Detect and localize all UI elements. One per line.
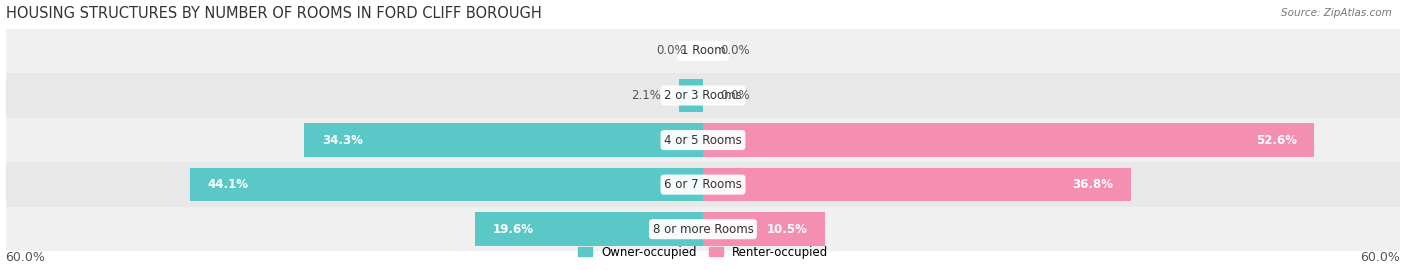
Bar bbox=[703, 212, 825, 246]
Bar bbox=[190, 168, 703, 201]
Text: 2 or 3 Rooms: 2 or 3 Rooms bbox=[664, 89, 742, 102]
Legend: Owner-occupied, Renter-occupied: Owner-occupied, Renter-occupied bbox=[572, 241, 834, 263]
Text: HOUSING STRUCTURES BY NUMBER OF ROOMS IN FORD CLIFF BOROUGH: HOUSING STRUCTURES BY NUMBER OF ROOMS IN… bbox=[6, 6, 541, 21]
Text: 36.8%: 36.8% bbox=[1073, 178, 1114, 191]
Text: 4 or 5 Rooms: 4 or 5 Rooms bbox=[664, 134, 742, 147]
Text: 2.1%: 2.1% bbox=[631, 89, 661, 102]
Text: 6 or 7 Rooms: 6 or 7 Rooms bbox=[664, 178, 742, 191]
Text: 19.6%: 19.6% bbox=[492, 223, 534, 236]
Bar bbox=[6, 118, 1400, 162]
Text: Source: ZipAtlas.com: Source: ZipAtlas.com bbox=[1281, 8, 1392, 18]
Text: 52.6%: 52.6% bbox=[1256, 134, 1296, 147]
Text: 0.0%: 0.0% bbox=[720, 89, 749, 102]
Bar bbox=[6, 162, 1400, 207]
Text: 10.5%: 10.5% bbox=[766, 223, 807, 236]
Bar bbox=[304, 123, 703, 157]
Text: 8 or more Rooms: 8 or more Rooms bbox=[652, 223, 754, 236]
Bar bbox=[703, 123, 1315, 157]
Text: 0.0%: 0.0% bbox=[657, 45, 686, 58]
Text: 1 Room: 1 Room bbox=[681, 45, 725, 58]
Bar bbox=[703, 168, 1130, 201]
Bar bbox=[6, 73, 1400, 118]
Text: 44.1%: 44.1% bbox=[208, 178, 249, 191]
Bar bbox=[679, 79, 703, 112]
Text: 60.0%: 60.0% bbox=[1361, 251, 1400, 264]
Text: 0.0%: 0.0% bbox=[720, 45, 749, 58]
Bar bbox=[6, 29, 1400, 73]
Text: 34.3%: 34.3% bbox=[322, 134, 363, 147]
Text: 60.0%: 60.0% bbox=[6, 251, 45, 264]
Bar bbox=[475, 212, 703, 246]
Bar bbox=[6, 207, 1400, 251]
